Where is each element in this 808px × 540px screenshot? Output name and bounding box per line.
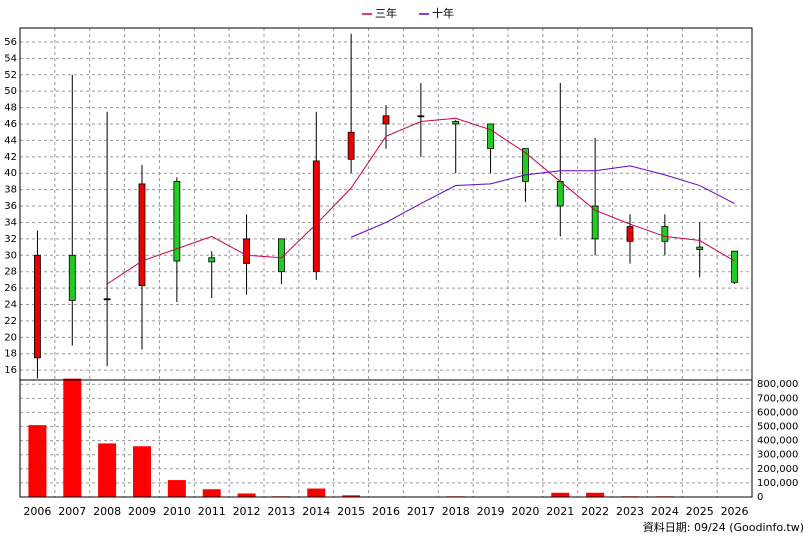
volume-bar bbox=[28, 425, 47, 497]
y-tick-label: 40 bbox=[4, 168, 17, 179]
y2-tick-label: 700,000 bbox=[757, 393, 798, 404]
volume-bar bbox=[551, 492, 570, 497]
candle-body bbox=[103, 298, 111, 301]
volume-bar bbox=[63, 378, 82, 497]
legend-label: 十年 bbox=[432, 6, 454, 20]
x-tick-label: 2023 bbox=[616, 505, 644, 518]
y-tick-label: 30 bbox=[4, 250, 17, 261]
volume-bar bbox=[307, 488, 326, 497]
x-tick-label: 2007 bbox=[58, 505, 86, 518]
y-tick-label: 50 bbox=[4, 86, 17, 97]
candle-body bbox=[731, 250, 738, 283]
x-tick-label: 2024 bbox=[651, 505, 679, 518]
x-tick-label: 2015 bbox=[337, 505, 365, 518]
x-tick-label: 2014 bbox=[302, 505, 330, 518]
y2-tick-label: 200,000 bbox=[757, 464, 798, 475]
candle-body bbox=[591, 205, 599, 240]
y2-tick-label: 400,000 bbox=[757, 436, 798, 447]
y-tick-label: 52 bbox=[4, 70, 17, 81]
candle-body bbox=[68, 254, 76, 301]
candle-body bbox=[556, 181, 564, 207]
y-tick-label: 56 bbox=[4, 37, 17, 48]
y2-tick-label: 800,000 bbox=[757, 379, 798, 390]
volume-bar bbox=[237, 493, 256, 497]
x-tick-label: 2006 bbox=[23, 505, 51, 518]
x-tick-label: 2021 bbox=[546, 505, 574, 518]
candle-body bbox=[696, 246, 704, 250]
candle-body bbox=[34, 254, 41, 359]
y-tick-label: 22 bbox=[4, 316, 17, 327]
candle-body bbox=[661, 226, 669, 242]
volume-bar bbox=[202, 489, 221, 497]
volume-bar bbox=[342, 495, 361, 497]
footer: 資料日期: 09/24 (Goodinfo.tw) bbox=[643, 520, 804, 534]
candle-body bbox=[208, 257, 216, 263]
y2-tick-label: 0 bbox=[757, 492, 763, 503]
candle-body bbox=[382, 115, 390, 125]
y-tick-label: 48 bbox=[4, 103, 17, 114]
candle-body bbox=[487, 123, 494, 150]
candle-body bbox=[626, 226, 634, 242]
volume-bar bbox=[167, 480, 186, 497]
x-tick-label: 2025 bbox=[686, 505, 714, 518]
x-tick-label: 2019 bbox=[477, 505, 505, 518]
y-tick-label: 42 bbox=[4, 152, 17, 163]
candle-body bbox=[417, 115, 425, 118]
y-tick-label: 28 bbox=[4, 267, 17, 278]
x-tick-label: 2008 bbox=[93, 505, 121, 518]
x-tick-label: 2011 bbox=[198, 505, 226, 518]
ma-line bbox=[350, 165, 735, 238]
candle-body bbox=[347, 131, 355, 160]
y-tick-label: 32 bbox=[4, 234, 17, 245]
x-tick-label: 2012 bbox=[233, 505, 261, 518]
candle-body bbox=[522, 148, 529, 182]
y2-tick-label: 600,000 bbox=[757, 407, 798, 418]
y-tick-label: 34 bbox=[4, 217, 17, 228]
candle-body bbox=[138, 183, 146, 287]
x-tick-label: 2009 bbox=[128, 505, 156, 518]
y-tick-label: 26 bbox=[4, 283, 17, 294]
plot-frame bbox=[19, 27, 753, 498]
y-tick-label: 18 bbox=[4, 349, 17, 360]
volume-bar bbox=[133, 446, 151, 497]
y2-tick-label: 100,000 bbox=[757, 478, 798, 489]
candle-body bbox=[452, 121, 460, 125]
y2-tick-label: 300,000 bbox=[757, 450, 798, 461]
x-tick-label: 2016 bbox=[372, 505, 400, 518]
y2-tick-label: 500,000 bbox=[757, 422, 798, 433]
candle-body bbox=[243, 238, 250, 264]
x-tick-label: 2026 bbox=[721, 505, 749, 518]
x-tick-label: 2017 bbox=[407, 505, 435, 518]
x-tick-label: 2010 bbox=[163, 505, 191, 518]
x-tick-label: 2018 bbox=[442, 505, 470, 518]
x-tick-label: 2022 bbox=[581, 505, 609, 518]
volume-bar bbox=[98, 443, 117, 497]
y-tick-label: 38 bbox=[4, 185, 17, 196]
y-tick-label: 36 bbox=[4, 201, 17, 212]
candle-body bbox=[312, 160, 320, 273]
legend-label: 三年 bbox=[375, 6, 397, 20]
y-tick-label: 24 bbox=[4, 300, 17, 311]
ma-line bbox=[106, 117, 735, 285]
volume-bar bbox=[586, 492, 605, 497]
y-tick-label: 16 bbox=[4, 365, 17, 376]
y-tick-label: 46 bbox=[4, 119, 17, 130]
candle-body bbox=[173, 181, 181, 262]
y-tick-label: 54 bbox=[4, 53, 17, 64]
y-tick-label: 44 bbox=[4, 135, 17, 146]
x-tick-label: 2020 bbox=[511, 505, 539, 518]
x-tick-label: 2013 bbox=[267, 505, 295, 518]
y-tick-label: 20 bbox=[4, 332, 17, 343]
